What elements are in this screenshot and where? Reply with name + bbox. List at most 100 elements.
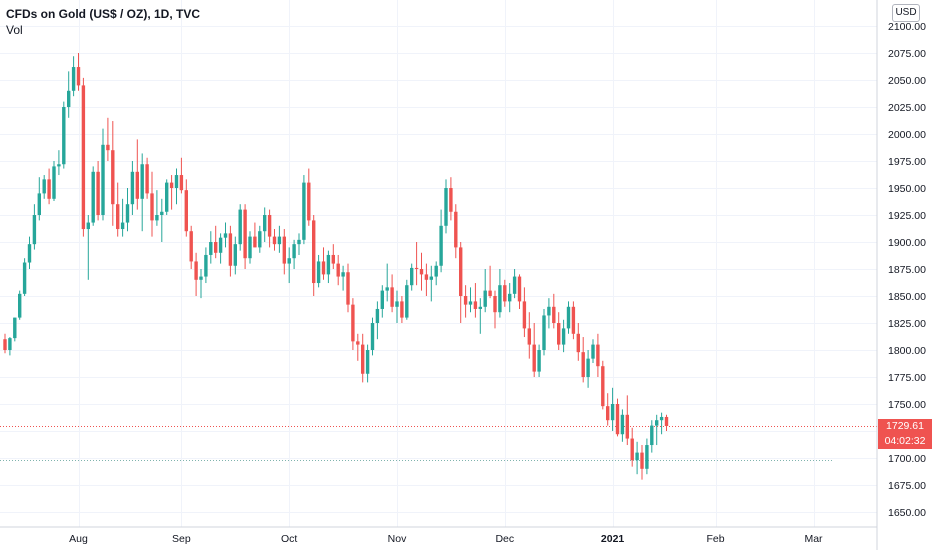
symbol-title[interactable]: CFDs on Gold (US$ / OZ), 1D, TVC	[6, 7, 201, 21]
candle-body[interactable]	[81, 85, 86, 230]
candle-body[interactable]	[385, 287, 389, 291]
candle-body[interactable]	[96, 171, 100, 215]
candle-body[interactable]	[145, 164, 149, 194]
candle-body[interactable]	[517, 276, 522, 302]
candle-body[interactable]	[184, 190, 188, 232]
candle-body[interactable]	[76, 67, 81, 86]
candle-body[interactable]	[552, 306, 556, 323]
candle-body[interactable]	[346, 272, 350, 305]
candle-body[interactable]	[390, 287, 394, 307]
candle-body[interactable]	[47, 179, 51, 199]
candle-body[interactable]	[165, 182, 169, 212]
candle-body[interactable]	[591, 344, 595, 359]
candle-body[interactable]	[356, 341, 360, 345]
candle-body[interactable]	[361, 344, 365, 374]
candle-body[interactable]	[405, 285, 409, 318]
candle-body[interactable]	[312, 220, 316, 284]
candle-body[interactable]	[498, 285, 502, 313]
volume-label[interactable]: Vol	[6, 23, 23, 37]
candle-body[interactable]	[174, 175, 179, 188]
candle-body[interactable]	[581, 352, 585, 377]
candle-body[interactable]	[223, 233, 228, 238]
candle-body[interactable]	[238, 209, 242, 245]
candle-body[interactable]	[316, 261, 321, 284]
candle-body[interactable]	[351, 304, 355, 342]
candle-body[interactable]	[424, 274, 429, 280]
candle-body[interactable]	[400, 301, 404, 318]
candle-body[interactable]	[547, 306, 551, 316]
candle-body[interactable]	[537, 350, 541, 372]
candle-body[interactable]	[67, 90, 71, 107]
candle-body[interactable]	[610, 404, 615, 421]
candle-body[interactable]	[62, 107, 66, 165]
candle-body[interactable]	[27, 244, 32, 263]
candle-body[interactable]	[3, 339, 7, 350]
candle-body[interactable]	[106, 144, 110, 151]
candle-body[interactable]	[272, 236, 277, 245]
candle-body[interactable]	[209, 242, 213, 255]
candle-body[interactable]	[287, 258, 291, 264]
candle-body[interactable]	[620, 414, 625, 435]
candle-body[interactable]	[253, 236, 257, 248]
candle-body[interactable]	[429, 276, 433, 280]
candle-body[interactable]	[111, 150, 115, 205]
candle-body[interactable]	[463, 296, 468, 305]
candle-body[interactable]	[395, 301, 399, 307]
candle-body[interactable]	[150, 193, 154, 221]
candle-body[interactable]	[532, 344, 536, 372]
candle-body[interactable]	[527, 328, 531, 345]
candle-body[interactable]	[444, 188, 448, 226]
candle-body[interactable]	[71, 67, 76, 91]
candle-body[interactable]	[596, 344, 600, 367]
candle-body[interactable]	[410, 267, 414, 286]
candle-body[interactable]	[635, 452, 639, 461]
candle-body[interactable]	[179, 175, 184, 191]
candle-body[interactable]	[218, 237, 223, 253]
candle-body[interactable]	[32, 215, 37, 245]
candle-body[interactable]	[18, 293, 22, 318]
candle-body[interactable]	[120, 222, 125, 230]
candle-body[interactable]	[586, 358, 590, 377]
candle-body[interactable]	[449, 188, 453, 212]
candle-body[interactable]	[101, 144, 105, 215]
candle-body[interactable]	[228, 233, 233, 266]
candle-body[interactable]	[243, 209, 247, 259]
candle-body[interactable]	[459, 247, 463, 296]
candle-body[interactable]	[233, 244, 237, 266]
candle-body[interactable]	[478, 306, 482, 309]
candle-body[interactable]	[512, 276, 517, 294]
candle-body[interactable]	[189, 231, 193, 262]
candle-body[interactable]	[326, 254, 331, 275]
candle-body[interactable]	[454, 211, 458, 248]
candle-body[interactable]	[13, 317, 17, 339]
candle-body[interactable]	[155, 215, 159, 221]
candle-body[interactable]	[331, 254, 335, 264]
candle-body[interactable]	[414, 267, 419, 269]
candle-body[interactable]	[160, 211, 164, 215]
candle-body[interactable]	[503, 285, 507, 302]
candle-body[interactable]	[214, 242, 218, 253]
candle-body[interactable]	[267, 215, 272, 237]
candle-body[interactable]	[135, 171, 139, 199]
candle-body[interactable]	[561, 328, 566, 345]
candle-body[interactable]	[277, 236, 282, 245]
candle-body[interactable]	[370, 323, 375, 350]
candle-body[interactable]	[91, 171, 95, 223]
candle-body[interactable]	[650, 425, 654, 446]
candle-body[interactable]	[483, 290, 487, 307]
candle-body[interactable]	[615, 404, 620, 435]
candle-body[interactable]	[542, 315, 546, 350]
candle-body[interactable]	[292, 244, 296, 259]
candle-body[interactable]	[336, 263, 340, 277]
candle-body[interactable]	[130, 171, 135, 205]
candle-body[interactable]	[640, 452, 644, 469]
candle-body[interactable]	[645, 445, 649, 469]
candle-body[interactable]	[468, 301, 473, 305]
candle-body[interactable]	[8, 338, 12, 350]
candle-body[interactable]	[664, 416, 669, 427]
candle-body[interactable]	[488, 290, 492, 296]
candle-body[interactable]	[601, 366, 605, 407]
candle-body[interactable]	[655, 420, 659, 426]
candle-body[interactable]	[22, 262, 27, 294]
